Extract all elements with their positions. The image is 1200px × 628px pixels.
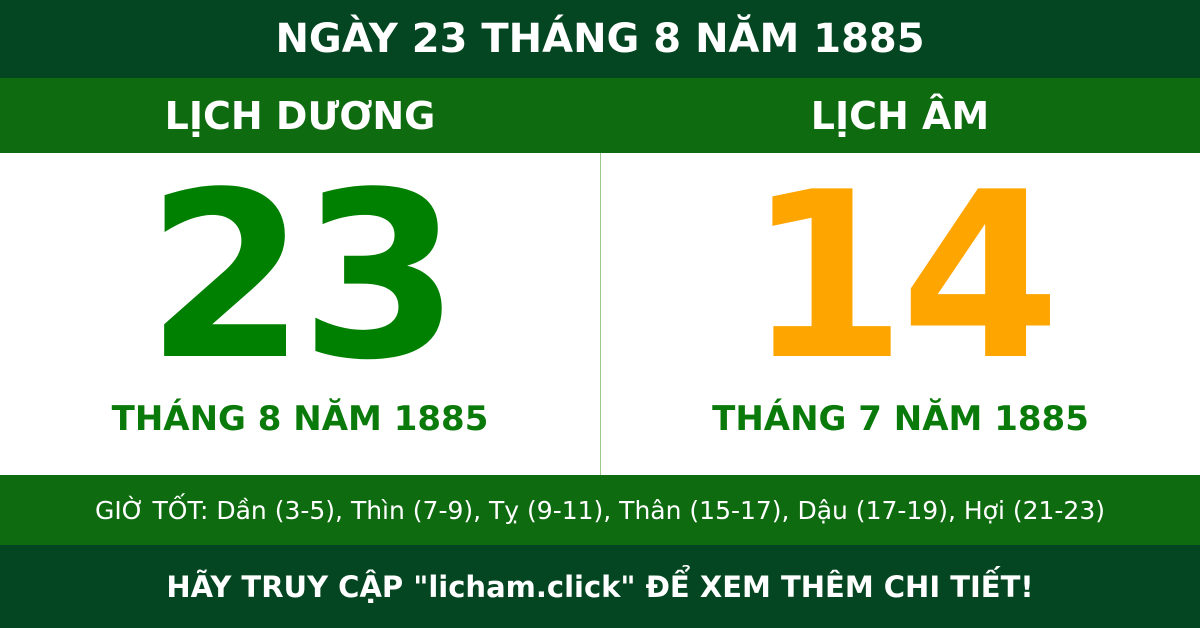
- solar-month-year: THÁNG 8 NĂM 1885: [111, 399, 489, 439]
- lunar-day: 14: [746, 144, 1060, 411]
- footer-cta: HÃY TRUY CẬP "licham.click" ĐỂ XEM THÊM …: [0, 545, 1200, 628]
- page-title: NGÀY 23 THÁNG 8 NĂM 1885: [0, 0, 1200, 78]
- solar-panel: 23 THÁNG 8 NĂM 1885: [0, 153, 600, 475]
- good-hours: GIỜ TỐT: Dần (3-5), Thìn (7-9), Tỵ (9-11…: [0, 475, 1200, 545]
- solar-heading: LỊCH DƯƠNG: [164, 93, 436, 138]
- lunar-month-year: THÁNG 7 NĂM 1885: [712, 399, 1089, 439]
- solar-day: 23: [145, 144, 460, 411]
- calendar-headings: LỊCH DƯƠNG LỊCH ÂM: [0, 78, 1200, 153]
- lunar-panel: 14 THÁNG 7 NĂM 1885: [600, 153, 1200, 475]
- lunar-heading: LỊCH ÂM: [810, 93, 990, 138]
